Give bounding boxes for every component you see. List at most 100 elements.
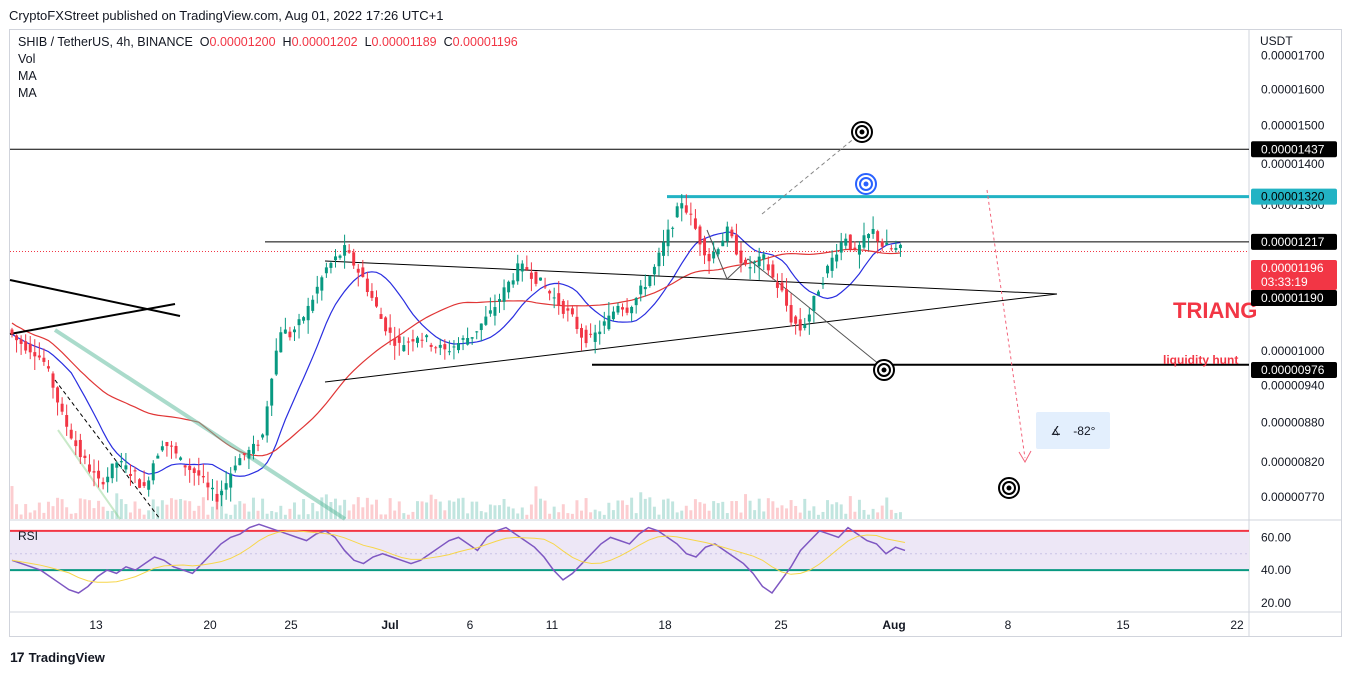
candle-body xyxy=(87,464,91,472)
candle-body xyxy=(744,259,748,264)
volume-bar xyxy=(142,514,146,519)
candle-body xyxy=(839,242,843,253)
chart-frame[interactable] xyxy=(9,29,1342,637)
candle-body xyxy=(716,249,720,255)
volume-bar xyxy=(762,511,766,519)
candle-body xyxy=(639,285,643,295)
volume-bar xyxy=(224,513,228,519)
x-tick-label: 18 xyxy=(658,618,672,632)
candle-body xyxy=(794,316,798,324)
candle-body xyxy=(142,482,146,486)
volume-bar xyxy=(511,508,515,519)
volume-bar xyxy=(857,499,861,519)
volume-bar xyxy=(680,510,684,519)
volume-bar xyxy=(853,511,857,519)
volume-bar xyxy=(265,513,269,519)
candle-body xyxy=(174,445,178,454)
indicator-vol[interactable]: Vol xyxy=(18,52,36,66)
volume-bar xyxy=(416,501,419,519)
target-icon-blue-dot xyxy=(863,181,869,187)
candle-body xyxy=(447,351,451,353)
candle-body xyxy=(147,480,151,490)
volume-bar xyxy=(393,510,397,519)
volume-bar xyxy=(406,514,410,519)
triangle-upper-line xyxy=(324,260,1058,295)
volume-bar xyxy=(279,505,283,519)
volume-bar xyxy=(867,514,871,519)
volume-bar xyxy=(803,498,807,519)
candle-body xyxy=(812,296,816,311)
candle-body xyxy=(306,305,310,321)
candle-body xyxy=(507,281,511,293)
volume-bar xyxy=(42,512,46,519)
candle-body xyxy=(621,307,625,310)
volume-bar xyxy=(520,507,524,519)
ma-fast-line xyxy=(11,231,901,477)
volume-bar xyxy=(283,514,287,519)
candle-body xyxy=(379,314,383,319)
volume-bar xyxy=(716,503,720,519)
candle-body xyxy=(698,226,702,245)
candle-body xyxy=(160,446,164,451)
rsi-label: RSI xyxy=(18,529,38,543)
volume-bar xyxy=(775,507,779,519)
volume-bar xyxy=(420,501,424,519)
volume-bar xyxy=(247,511,251,519)
y-tick-label: 0.00000770 xyxy=(1261,490,1325,504)
angle-tool-label[interactable]: ∡ -82° xyxy=(1036,412,1110,449)
footer-brand[interactable]: 17 TradingView xyxy=(10,649,105,665)
candle-body xyxy=(215,493,219,502)
candle-body xyxy=(835,254,839,262)
volume-bar xyxy=(807,510,811,519)
candle-body xyxy=(406,341,410,343)
candle-body xyxy=(461,338,465,340)
volume-bar xyxy=(534,486,538,519)
volume-bar xyxy=(288,508,292,519)
volume-bar xyxy=(753,510,757,519)
candle-body xyxy=(10,329,14,335)
indicator-ma-2[interactable]: MA xyxy=(18,86,37,100)
volume-bar xyxy=(379,514,383,519)
indicator-ma-1[interactable]: MA xyxy=(18,69,37,83)
volume-bar xyxy=(343,499,347,519)
candle-body xyxy=(220,490,224,496)
volume-bar xyxy=(826,500,830,519)
rsi-ma-line xyxy=(11,530,906,583)
volume-bar xyxy=(730,501,734,519)
volume-bars xyxy=(10,486,902,519)
volume-bar xyxy=(785,508,789,519)
candle-body xyxy=(256,444,260,446)
candle-body xyxy=(611,311,615,320)
x-tick-label: 20 xyxy=(203,618,217,632)
volume-bar xyxy=(625,504,629,519)
volume-bar xyxy=(56,497,60,519)
volume-bar xyxy=(848,496,852,519)
candle-body xyxy=(816,291,820,296)
candle-body xyxy=(206,482,210,488)
volume-bar xyxy=(639,492,643,519)
volume-bar xyxy=(607,502,611,519)
volume-bar xyxy=(821,511,825,519)
volume-bar xyxy=(889,509,893,519)
volume-bar xyxy=(229,514,233,519)
volume-bar xyxy=(452,501,456,519)
candle-body xyxy=(69,429,73,439)
candle-body xyxy=(516,263,520,282)
candle-body xyxy=(593,332,597,342)
volume-bar xyxy=(575,500,579,519)
candle-body xyxy=(15,335,19,341)
volume-bar xyxy=(525,514,529,519)
volume-bar xyxy=(361,507,365,519)
trendline-green-2 xyxy=(57,429,121,520)
candle-body xyxy=(766,264,770,271)
candle-body xyxy=(315,286,319,294)
volume-bar xyxy=(470,501,474,519)
price-tag-1190-bg xyxy=(1251,290,1337,306)
volume-bar xyxy=(238,501,242,519)
candle-body xyxy=(324,267,328,274)
candle-body xyxy=(575,316,579,330)
candle-body xyxy=(466,338,470,345)
target-icon-976-dot xyxy=(881,367,887,373)
candle-body xyxy=(370,291,374,298)
